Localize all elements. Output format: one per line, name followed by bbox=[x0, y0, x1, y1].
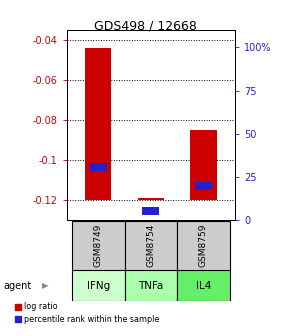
Text: IFNg: IFNg bbox=[87, 281, 110, 291]
Text: GSM8754: GSM8754 bbox=[146, 224, 155, 267]
Text: TNFa: TNFa bbox=[138, 281, 164, 291]
Bar bbox=[142, 207, 159, 215]
Bar bbox=[90, 163, 107, 171]
Bar bbox=[85, 48, 111, 200]
Bar bbox=[190, 130, 217, 200]
Text: GDS498 / 12668: GDS498 / 12668 bbox=[94, 19, 196, 33]
Text: IL4: IL4 bbox=[196, 281, 211, 291]
Bar bbox=[124, 221, 177, 270]
Bar bbox=[177, 221, 230, 270]
Text: GSM8759: GSM8759 bbox=[199, 224, 208, 267]
Legend: log ratio, percentile rank within the sample: log ratio, percentile rank within the sa… bbox=[14, 302, 160, 324]
Bar bbox=[124, 270, 177, 301]
Bar bbox=[72, 221, 124, 270]
Bar bbox=[177, 270, 230, 301]
Bar bbox=[138, 198, 164, 200]
Bar bbox=[195, 182, 212, 190]
Text: GSM8749: GSM8749 bbox=[94, 224, 103, 267]
Text: agent: agent bbox=[3, 281, 31, 291]
Text: ▶: ▶ bbox=[42, 281, 48, 290]
Bar bbox=[72, 270, 124, 301]
